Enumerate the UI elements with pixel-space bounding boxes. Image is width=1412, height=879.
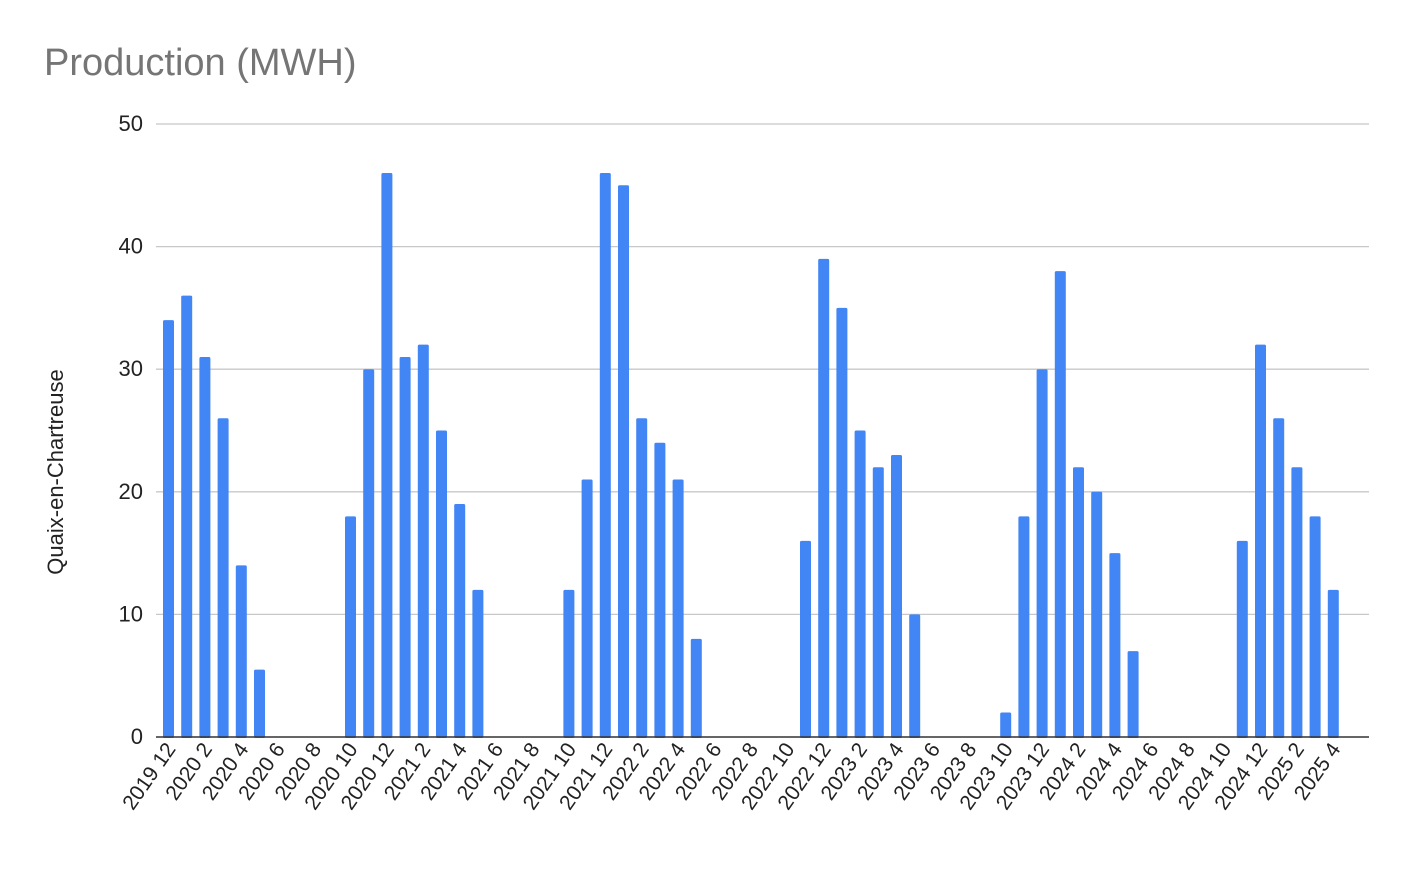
bar-2023-2 (854, 430, 866, 738)
bar-2024-5 (1127, 651, 1139, 738)
bar-2020-1 (181, 295, 193, 738)
bar-2020-4 (235, 565, 247, 738)
bar-series (163, 173, 1339, 739)
bar-2024-3 (1091, 491, 1103, 738)
bar-2024-4 (1109, 553, 1121, 738)
y-tick-label: 50 (119, 111, 143, 136)
bar-2019-12 (163, 320, 174, 738)
y-tick-label: 10 (119, 601, 143, 626)
bar-2020-12 (381, 173, 393, 739)
bar-2022-4 (672, 479, 684, 738)
bar-2021-12 (599, 173, 611, 739)
bar-2021-1 (399, 356, 411, 738)
bar-2022-11 (800, 540, 811, 738)
bar-2021-2 (417, 344, 429, 738)
bar-2023-3 (872, 467, 884, 738)
bar-2022-5 (690, 638, 702, 738)
bar-2025-2 (1291, 467, 1303, 738)
bar-2020-2 (199, 356, 211, 738)
bar-2020-11 (363, 369, 375, 738)
bar-2023-11 (1018, 516, 1030, 738)
bar-2022-2 (636, 418, 648, 738)
bar-2023-4 (891, 455, 902, 738)
bar-2021-4 (454, 504, 466, 738)
bar-2021-11 (581, 479, 593, 738)
bar-2023-12 (1036, 369, 1048, 738)
gridlines (156, 123, 1369, 616)
bar-2024-1 (1054, 271, 1066, 738)
bar-2022-3 (654, 442, 666, 738)
y-axis-ticks: 0 10 20 30 40 50 (119, 111, 143, 749)
bar-2023-1 (836, 307, 848, 738)
bar-2021-3 (436, 430, 447, 738)
bar-2024-2 (1073, 467, 1084, 738)
y-tick-label: 0 (131, 724, 143, 749)
y-tick-label: 20 (119, 479, 143, 504)
bar-2023-5 (909, 614, 921, 738)
bar-2024-12 (1255, 344, 1266, 738)
bar-2020-3 (217, 418, 229, 738)
bar-2023-10 (1000, 712, 1012, 738)
bar-2020-5 (254, 669, 265, 738)
bar-2025-1 (1273, 418, 1285, 738)
bar-2021-5 (472, 589, 484, 738)
bar-2022-12 (818, 258, 830, 738)
y-tick-label: 40 (119, 234, 143, 259)
bar-2025-4 (1327, 589, 1339, 738)
bar-2021-10 (563, 589, 575, 738)
bar-2024-11 (1236, 540, 1248, 738)
bar-2025-3 (1309, 516, 1321, 738)
y-axis-label: Quaix-en-Chartreuse (43, 369, 68, 574)
bar-2022-1 (618, 185, 629, 739)
bar-2020-10 (345, 516, 356, 738)
chart-title: Production (MWH) (44, 42, 357, 84)
y-tick-label: 30 (119, 356, 143, 381)
